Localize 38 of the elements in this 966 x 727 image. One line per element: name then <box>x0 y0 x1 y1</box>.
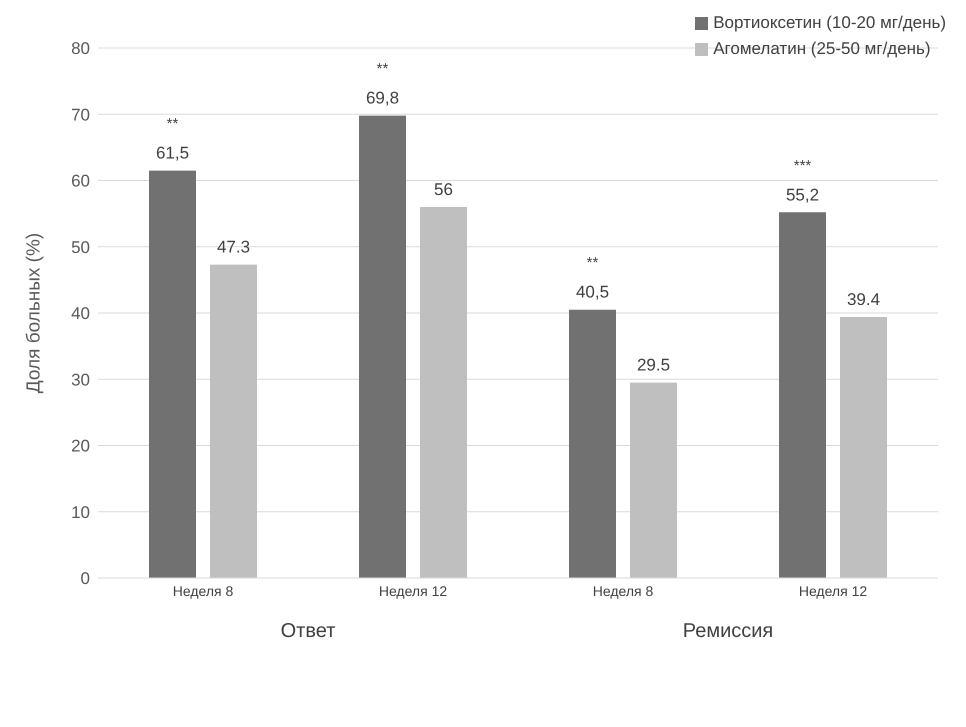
annotation: ** <box>586 254 598 272</box>
text: Ответ <box>280 620 336 643</box>
annotation: ** <box>376 60 388 78</box>
data-label: 39.4 <box>846 290 880 309</box>
y-tick-label: 60 <box>71 172 90 191</box>
bar <box>630 382 677 578</box>
data-label: 47.3 <box>216 238 250 257</box>
y-tick-label: 50 <box>71 238 90 257</box>
legend-label: Вортиоксетин (10-20 мг/день) <box>713 12 946 34</box>
y-axis-title: Доля больных (%) <box>24 232 45 394</box>
annotation: ** <box>166 116 178 133</box>
data-label: 29.5 <box>636 356 670 375</box>
x-tick-label: Неделя 12 <box>378 582 448 599</box>
legend-label: Агомелатин (25-50 мг/день) <box>713 38 931 60</box>
bar <box>149 170 196 578</box>
data-label: 61,5 <box>156 144 190 163</box>
data-label: 55,2 <box>786 185 820 204</box>
bar <box>840 316 887 578</box>
y-tick-label: 80 <box>71 39 90 58</box>
annotation: *** <box>794 157 812 174</box>
bar <box>210 264 257 578</box>
bar <box>420 207 467 578</box>
y-tick-label: 30 <box>71 370 90 390</box>
text: Ремиссия <box>682 620 774 643</box>
x-tick-label: Неделя 8 <box>172 582 234 599</box>
data-label: 56 <box>434 180 453 199</box>
bar <box>779 212 826 578</box>
bar <box>359 116 406 578</box>
bar <box>569 310 616 578</box>
y-tick-label: 20 <box>71 436 90 456</box>
x-tick-label: Неделя 12 <box>798 582 868 599</box>
y-tick-label: 10 <box>71 502 90 522</box>
y-tick-label: 70 <box>71 105 90 124</box>
data-label: 69,8 <box>366 88 400 108</box>
x-tick-label: Неделя 8 <box>592 582 654 599</box>
y-tick-label: 40 <box>71 304 90 324</box>
data-label: 40,5 <box>576 282 610 302</box>
y-tick-label: 0 <box>80 569 90 588</box>
